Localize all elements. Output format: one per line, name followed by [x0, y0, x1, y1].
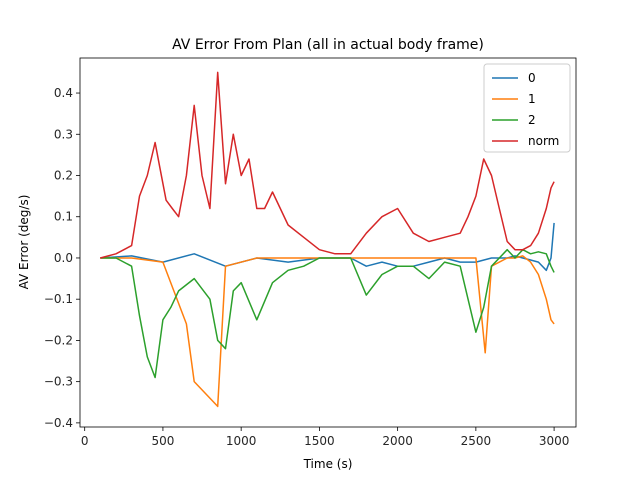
x-tick-label: 3000: [539, 434, 570, 448]
legend-label-norm: norm: [528, 134, 559, 148]
legend-label-0: 0: [528, 71, 536, 85]
series-line-norm: [100, 71, 555, 259]
x-tick-label: 1000: [226, 434, 257, 448]
y-tick-label: −0.1: [44, 292, 73, 306]
x-tick-label: 500: [151, 434, 174, 448]
axes-frame: [79, 57, 577, 428]
plot-area: [100, 71, 555, 408]
y-tick-label: 0.3: [54, 127, 73, 141]
y-tick-label: −0.3: [44, 375, 73, 389]
legend-box: [483, 63, 571, 153]
legend-label-1: 1: [528, 92, 536, 106]
legend-label-2: 2: [528, 113, 536, 127]
x-tick-label: 2500: [461, 434, 492, 448]
y-tick-label: −0.4: [44, 416, 73, 430]
x-tick-label: 2000: [382, 434, 413, 448]
x-tick-label: 1500: [304, 434, 335, 448]
y-axis-label: AV Error (deg/s): [17, 195, 31, 290]
x-tick-label: 0: [81, 434, 89, 448]
axes: 0 500 1000 1500 2000 2500 3000 −0.4 −0.3 −0.2 −0.1…: [44, 57, 577, 448]
y-tick-label: 0.0: [54, 251, 73, 265]
y-tick-label: 0.4: [54, 86, 73, 100]
chart-title: AV Error From Plan (all in actual body f…: [172, 37, 484, 53]
y-tick-label: 0.2: [54, 169, 73, 183]
y-tick-label: −0.2: [44, 333, 73, 347]
series-line-2: [100, 248, 555, 379]
legend: 0 1 2 norm: [483, 63, 571, 153]
x-axis-label: Time (s): [303, 457, 353, 471]
series-line-1: [100, 255, 555, 408]
y-tick-label: 0.1: [54, 210, 73, 224]
